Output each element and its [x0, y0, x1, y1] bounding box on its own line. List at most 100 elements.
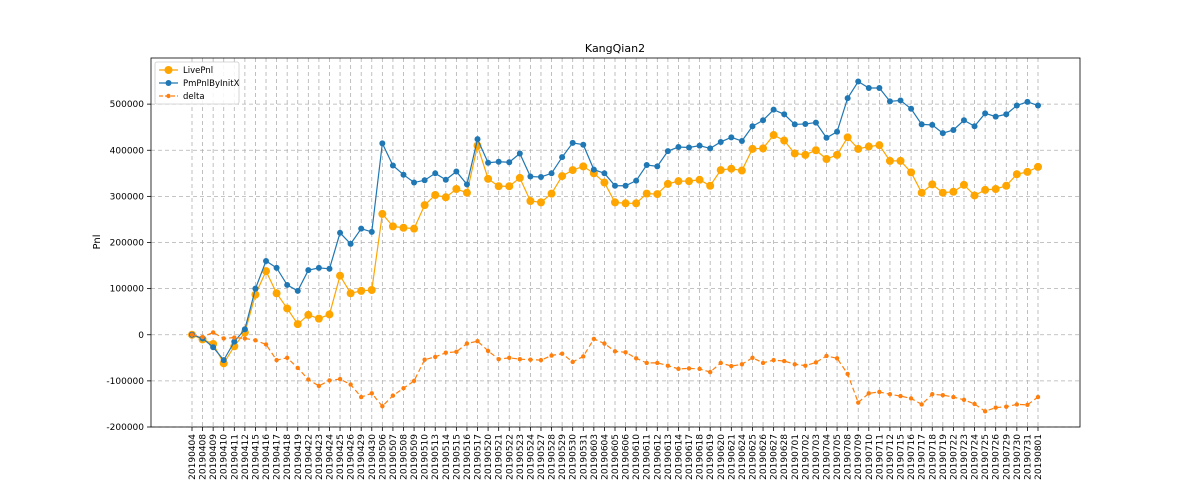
data-point	[273, 264, 280, 271]
data-point	[644, 360, 649, 366]
data-point	[357, 286, 366, 295]
data-point	[549, 353, 554, 358]
data-point	[844, 95, 851, 102]
data-point	[759, 144, 768, 153]
x-tick-label: 20190709	[854, 434, 864, 480]
data-point	[591, 336, 597, 342]
data-point	[706, 181, 715, 190]
data-point	[495, 158, 502, 165]
data-point	[346, 289, 355, 298]
legend-box	[154, 61, 240, 105]
data-point	[368, 228, 375, 235]
legend-label: delta	[183, 92, 205, 102]
data-point	[950, 126, 957, 133]
data-point	[390, 393, 396, 398]
x-tick-label: 20190530	[569, 434, 579, 480]
y-tick-label: 400000	[110, 146, 145, 156]
data-point	[410, 224, 419, 233]
data-point	[642, 189, 651, 198]
x-tick-label: 20190424	[325, 434, 335, 480]
data-point	[548, 170, 555, 177]
data-point	[1004, 404, 1009, 409]
data-point	[887, 392, 893, 397]
y-tick-label: -100000	[106, 377, 144, 387]
data-point	[474, 136, 481, 143]
data-point	[367, 286, 376, 295]
data-point	[802, 120, 809, 127]
y-tick-label: 500000	[110, 100, 145, 110]
data-point	[432, 170, 439, 177]
data-point	[737, 166, 746, 175]
x-tick-label: 20190509	[410, 434, 420, 480]
data-point	[537, 174, 544, 180]
x-tick-label: 20190801	[1034, 434, 1044, 480]
data-point	[284, 281, 291, 288]
x-tick-label: 20190610	[632, 434, 642, 480]
y-tick-label: 300000	[110, 192, 145, 202]
data-point	[623, 350, 628, 355]
data-point	[769, 131, 778, 140]
data-point	[749, 123, 756, 130]
data-point	[633, 177, 640, 184]
data-point	[982, 110, 989, 117]
x-tick-label: 20190618	[696, 434, 706, 480]
data-point	[696, 142, 703, 149]
data-point	[707, 369, 713, 375]
data-point	[189, 332, 195, 337]
data-point	[433, 354, 438, 360]
x-tick-label: 20190628	[780, 434, 790, 480]
data-point	[369, 391, 374, 396]
data-point	[431, 190, 440, 199]
data-point	[780, 136, 789, 145]
x-tick-label: 20190625	[748, 434, 758, 480]
data-point	[348, 382, 353, 387]
x-tick-label: 20190604	[600, 434, 610, 480]
data-point	[1035, 102, 1041, 109]
data-point	[242, 336, 248, 341]
data-point	[812, 119, 819, 126]
data-point	[875, 141, 884, 150]
legend-item: delta	[159, 92, 205, 102]
data-point	[453, 168, 460, 175]
data-point	[760, 360, 766, 366]
data-point	[527, 173, 534, 180]
data-point	[834, 128, 841, 135]
data-point	[579, 162, 588, 171]
data-point	[580, 141, 587, 148]
data-point	[748, 144, 757, 153]
data-point	[738, 138, 745, 145]
x-tick-label: 20190527	[537, 434, 547, 480]
data-point	[526, 196, 535, 205]
data-point	[570, 359, 575, 365]
x-tick-label: 20190425	[336, 434, 346, 480]
data-point	[929, 121, 936, 128]
data-point	[337, 376, 343, 382]
x-tick-label: 20190717	[918, 434, 928, 480]
x-tick-label: 20190507	[389, 434, 399, 480]
x-tick-label: 20190722	[949, 434, 959, 480]
data-point	[612, 182, 618, 189]
data-point	[790, 149, 799, 158]
data-point	[611, 198, 619, 207]
data-point	[940, 392, 946, 398]
x-tick-label: 20190513	[431, 434, 441, 480]
data-point	[938, 188, 947, 197]
data-point	[400, 171, 407, 178]
x-tick-label: 20190515	[452, 434, 462, 480]
data-point	[654, 163, 661, 170]
data-point	[674, 177, 683, 186]
data-point	[515, 173, 524, 182]
data-point	[792, 362, 797, 367]
x-tick-label: 20190423	[315, 434, 325, 480]
data-point	[401, 386, 406, 391]
x-tick-label: 20190417	[273, 434, 283, 480]
data-point	[463, 181, 470, 188]
data-point	[316, 383, 322, 389]
data-point	[621, 199, 630, 208]
data-point	[782, 358, 787, 364]
x-tick-label: 20190418	[283, 434, 293, 480]
data-point	[855, 78, 862, 85]
x-tick-label: 20190723	[960, 434, 970, 480]
x-tick-label: 20190619	[706, 434, 716, 480]
